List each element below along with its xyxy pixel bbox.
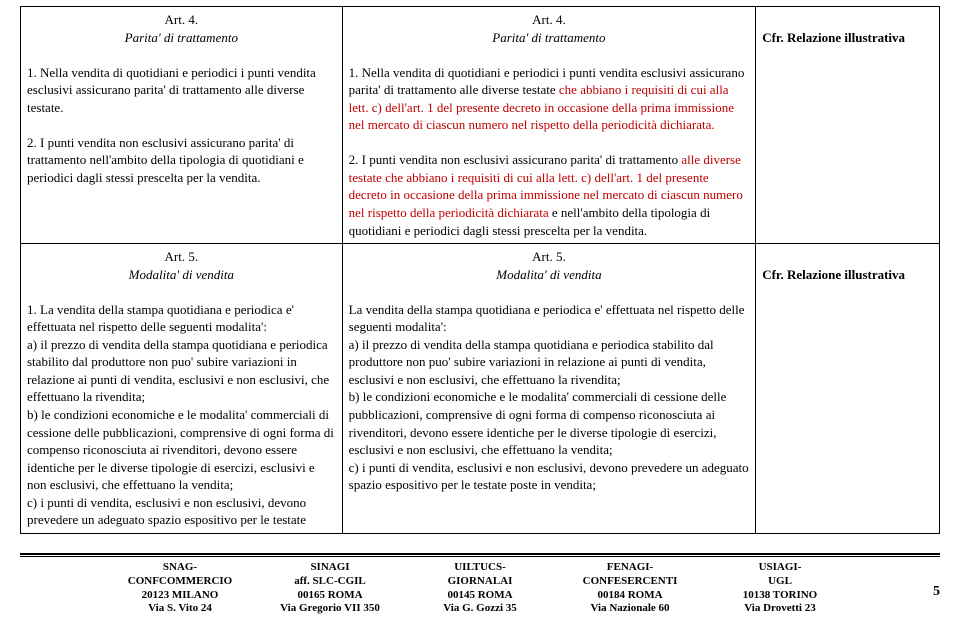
paragraph: 1. La vendita della stampa quotidiana e … xyxy=(27,301,336,336)
comparison-table: Art. 4. Parita' di trattamento 1. Nella … xyxy=(20,6,940,534)
article-number: Art. 4. xyxy=(349,11,750,29)
org-line: Via Drovetti 23 xyxy=(725,602,835,616)
paragraph: a) il prezzo di vendita della stampa quo… xyxy=(27,336,336,406)
article-number: Art. 5. xyxy=(349,248,750,266)
table-row: Art. 5. Modalita' di vendita 1. La vendi… xyxy=(21,244,940,534)
cell-mid-art5: Art. 5. Modalita' di vendita La vendita … xyxy=(342,244,756,534)
org-line: UGL xyxy=(725,575,835,589)
article-number: Art. 4. xyxy=(27,11,336,29)
org-line: USIAGI- xyxy=(725,561,835,575)
org-line: UILTUCS- xyxy=(425,561,535,575)
org-line: GIORNALAI xyxy=(425,575,535,589)
cell-right-art5: Cfr. Relazione illustrativa xyxy=(756,244,940,534)
org-line: 00145 ROMA xyxy=(425,589,535,603)
cell-mid-art4: Art. 4. Parita' di trattamento 1. Nella … xyxy=(342,7,756,244)
article-title: Parita' di trattamento xyxy=(349,29,750,47)
cell-right-art4: Cfr. Relazione illustrativa xyxy=(756,7,940,244)
org-block: SINAGI aff. SLC-CGIL 00165 ROMA Via Greg… xyxy=(275,561,385,616)
org-line: Via Nazionale 60 xyxy=(575,602,685,616)
paragraph: b) le condizioni economiche e le modalit… xyxy=(349,388,750,458)
organizations-row: SNAG- CONFCOMMERCIO 20123 MILANO Via S. … xyxy=(20,561,940,616)
org-block: USIAGI- UGL 10138 TORINO Via Drovetti 23 xyxy=(725,561,835,616)
paragraph: a) il prezzo di vendita della stampa quo… xyxy=(349,336,750,389)
org-line: 20123 MILANO xyxy=(125,589,235,603)
divider xyxy=(20,556,940,557)
article-title: Parita' di trattamento xyxy=(27,29,336,47)
org-line: 00165 ROMA xyxy=(275,589,385,603)
paragraph: 1. Nella vendita di quotidiani e periodi… xyxy=(349,64,750,134)
article-title: Modalita' di vendita xyxy=(349,266,750,284)
org-line: Via Gregorio VII 350 xyxy=(275,602,385,616)
paragraph: 1. Nella vendita di quotidiani e periodi… xyxy=(27,64,336,117)
org-line: FENAGI- xyxy=(575,561,685,575)
org-line: aff. SLC-CGIL xyxy=(275,575,385,589)
paragraph: c) i punti di vendita, esclusivi e non e… xyxy=(349,459,750,494)
text: 2. I punti vendita non esclusivi assicur… xyxy=(349,152,682,167)
org-block: FENAGI- CONFESERCENTI 00184 ROMA Via Naz… xyxy=(575,561,685,616)
org-line: CONFCOMMERCIO xyxy=(125,575,235,589)
divider xyxy=(20,553,940,555)
reference-note: Cfr. Relazione illustrativa xyxy=(762,266,933,284)
article-number: Art. 5. xyxy=(27,248,336,266)
page-number: 5 xyxy=(933,583,940,602)
org-line: CONFESERCENTI xyxy=(575,575,685,589)
cell-left-art5: Art. 5. Modalita' di vendita 1. La vendi… xyxy=(21,244,343,534)
paragraph: c) i punti di vendita, esclusivi e non e… xyxy=(27,494,336,529)
table-row: Art. 4. Parita' di trattamento 1. Nella … xyxy=(21,7,940,244)
org-block: SNAG- CONFCOMMERCIO 20123 MILANO Via S. … xyxy=(125,561,235,616)
org-block: UILTUCS- GIORNALAI 00145 ROMA Via G. Goz… xyxy=(425,561,535,616)
cell-left-art4: Art. 4. Parita' di trattamento 1. Nella … xyxy=(21,7,343,244)
org-line: 00184 ROMA xyxy=(575,589,685,603)
org-line: Via S. Vito 24 xyxy=(125,602,235,616)
paragraph: b) le condizioni economiche e le modalit… xyxy=(27,406,336,494)
paragraph: 2. I punti vendita non esclusivi assicur… xyxy=(27,134,336,187)
org-line: Via G. Gozzi 35 xyxy=(425,602,535,616)
reference-note: Cfr. Relazione illustrativa xyxy=(762,29,933,47)
paragraph: 2. I punti vendita non esclusivi assicur… xyxy=(349,151,750,239)
org-line: 10138 TORINO xyxy=(725,589,835,603)
org-line: SINAGI xyxy=(275,561,385,575)
page-footer: SNAG- CONFCOMMERCIO 20123 MILANO Via S. … xyxy=(20,553,940,616)
article-title: Modalita' di vendita xyxy=(27,266,336,284)
org-line: SNAG- xyxy=(125,561,235,575)
paragraph: La vendita della stampa quotidiana e per… xyxy=(349,301,750,336)
